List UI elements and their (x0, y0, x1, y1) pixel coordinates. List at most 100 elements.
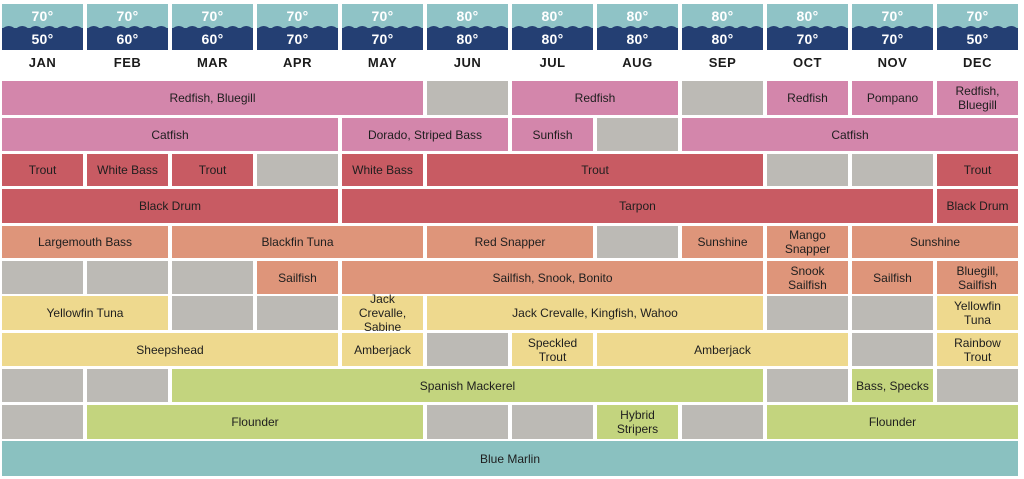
wave-icon (172, 26, 253, 34)
species-label: Jack Crevalle, Kingfish, Wahoo (512, 306, 678, 320)
species-cell: Yellowfin Tuna (2, 296, 168, 330)
species-cell: White Bass (87, 154, 168, 186)
month-label-aug: AUG (622, 55, 653, 70)
month-label-mar: MAR (196, 55, 229, 70)
species-label: Sunshine (909, 235, 961, 249)
empty-cell (767, 154, 848, 186)
species-cell: Spanish Mackerel (172, 369, 763, 402)
species-label: White Bass (352, 163, 413, 177)
species-cell: Redfish, Bluegill (937, 81, 1018, 115)
temp-box-mar: 70° 60° (172, 4, 253, 50)
species-cell: Catfish (2, 118, 338, 151)
water-temp: 80° (456, 31, 479, 47)
month-label-dec: DEC (963, 55, 992, 70)
species-label: Amberjack (694, 342, 751, 357)
species-label: Redfish (787, 91, 828, 105)
month-label-feb: FEB (113, 55, 142, 70)
empty-cell (682, 405, 763, 439)
water-temp: 70° (796, 31, 819, 47)
species-cell: Dorado, Striped Bass (342, 118, 508, 151)
species-cell: Snook Sailfish (767, 261, 848, 294)
species-label: Redfish (574, 91, 616, 105)
empty-cell (597, 118, 678, 151)
species-cell: Sunfish (512, 118, 593, 151)
species-label: Trout (28, 163, 57, 177)
species-label: White Bass (97, 163, 158, 177)
species-label: Sunfish (532, 127, 573, 142)
species-label: Catfish (831, 127, 869, 142)
species-cell: Jack Crevalle, Kingfish, Wahoo (427, 296, 763, 330)
species-cell: Sailfish (257, 261, 338, 294)
empty-cell (767, 369, 848, 402)
water-temp: 80° (711, 31, 734, 47)
air-band (512, 4, 593, 28)
species-cell: Redfish (512, 81, 678, 115)
species-label: Blue Marlin (479, 451, 541, 466)
species-cell: Trout (2, 154, 83, 186)
temp-box-dec: 70° 50° (937, 4, 1018, 50)
air-band (427, 4, 508, 28)
wave-icon (2, 26, 83, 34)
species-cell: Black Drum (937, 189, 1018, 223)
air-temp: 70° (371, 8, 394, 24)
species-label: Trout (963, 163, 992, 177)
species-label: Mango Snapper (784, 228, 831, 256)
empty-cell (597, 226, 678, 258)
species-label: Pompano (866, 91, 919, 105)
temp-box-nov: 70° 70° (852, 4, 933, 50)
month-label-nov: NOV (877, 55, 908, 70)
species-cell: Redfish, Bluegill (2, 81, 423, 115)
species-label: Sunshine (697, 235, 748, 249)
species-cell: Amberjack (597, 333, 848, 366)
air-temp: 80° (456, 8, 479, 24)
month-label-jan: JAN (28, 55, 57, 70)
species-cell: Largemouth Bass (2, 226, 168, 258)
temp-box-jan: 70° 50° (2, 4, 83, 50)
species-label: Yellowfin Tuna (954, 299, 1001, 327)
wave-icon (937, 26, 1018, 34)
temp-box-jun: 80° 80° (427, 4, 508, 50)
species-label: Rainbow Trout (954, 335, 1001, 364)
wave-icon (342, 26, 423, 34)
species-cell: Tarpon (342, 189, 933, 223)
water-temp: 80° (541, 31, 564, 47)
empty-cell (852, 333, 933, 366)
air-temp: 80° (711, 8, 734, 24)
species-cell: Jack Crevalle, Sabine (342, 292, 423, 334)
air-band (767, 4, 848, 28)
species-label: Largemouth Bass (37, 235, 133, 249)
temp-box-aug: 80° 80° (597, 4, 678, 50)
water-temp: 70° (881, 31, 904, 47)
air-temp: 70° (116, 8, 139, 24)
species-cell: Sunshine (682, 226, 763, 258)
species-label: Dorado, Striped Bass (367, 127, 483, 142)
species-label: Sailfish, Snook, Bonito (492, 270, 613, 285)
species-label: Hybrid Stripers (616, 408, 659, 436)
air-temp: 80° (541, 8, 564, 24)
species-cell: Blackfin Tuna (172, 226, 423, 258)
empty-cell (87, 369, 168, 402)
species-cell: Sailfish, Snook, Bonito (342, 261, 763, 294)
temp-box-jul: 80° 80° (512, 4, 593, 50)
temp-box-feb: 70° 60° (87, 4, 168, 50)
air-temp: 70° (31, 8, 54, 24)
species-cell: Sunshine (852, 226, 1018, 258)
species-cell: Sailfish (852, 261, 933, 294)
air-band (87, 4, 168, 28)
species-label: Sailfish (873, 270, 912, 285)
empty-cell (172, 296, 253, 330)
wave-icon (257, 26, 338, 34)
species-cell: Yellowfin Tuna (937, 296, 1018, 330)
wave-icon (87, 26, 168, 34)
water-temp: 80° (626, 31, 649, 47)
species-label: Trout (198, 163, 227, 177)
temp-box-may: 70° 70° (342, 4, 423, 50)
wave-icon (512, 26, 593, 34)
water-temp: 50° (966, 31, 989, 47)
empty-cell (937, 369, 1018, 402)
species-cell: Trout (427, 154, 763, 186)
species-cell: Speckled Trout (512, 333, 593, 366)
air-temp: 70° (201, 8, 224, 24)
species-cell: Blue Marlin (2, 441, 1018, 476)
empty-cell (682, 81, 763, 115)
